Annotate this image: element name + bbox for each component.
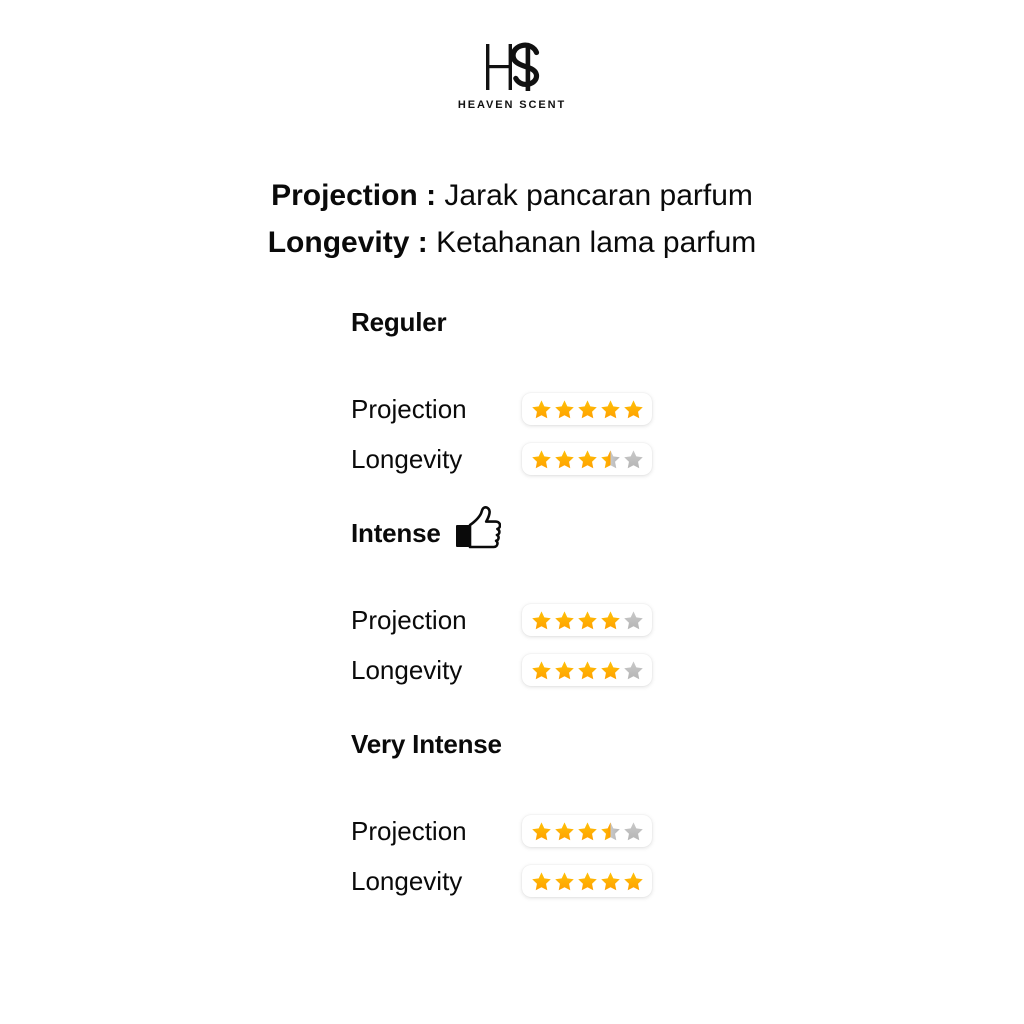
definition-description: Jarak pancaran parfum — [444, 179, 753, 212]
definition-line: Longevity : Ketahanan lama parfum — [0, 219, 1024, 266]
thumbs-up-icon — [455, 506, 501, 550]
rating-rows: Projection Longevity — [351, 604, 911, 686]
star-rating — [522, 815, 652, 847]
definitions-block: Projection : Jarak pancaran parfum Longe… — [0, 172, 1024, 266]
brand-name: HEAVEN SCENT — [457, 99, 567, 111]
rating-row: Projection — [351, 393, 911, 425]
definition-term: Longevity : — [267, 226, 428, 259]
rating-label: Projection — [351, 816, 467, 846]
rating-row: Projection — [351, 604, 911, 636]
rating-label: Longevity — [351, 866, 463, 896]
intensity-section: Intense Projection Longevity — [351, 506, 911, 686]
section-title: Very Intense — [351, 729, 502, 759]
hs-monogram-icon — [466, 42, 558, 94]
star-rating — [522, 865, 652, 897]
rating-rows: Projection Longevity — [351, 815, 911, 897]
star-rating — [522, 654, 652, 686]
rating-row: Longevity — [351, 865, 911, 897]
rating-label: Projection — [351, 605, 467, 635]
brand-header: HEAVEN SCENT — [0, 42, 1024, 111]
rating-rows: Projection Longevity — [351, 393, 911, 475]
rating-row: Projection — [351, 815, 911, 847]
section-header: Very Intense — [351, 725, 911, 763]
definition-term: Projection : — [271, 179, 437, 212]
rating-label: Longevity — [351, 444, 463, 474]
intensity-sections: Reguler Projection Longevity — [351, 303, 911, 897]
intensity-section: Very Intense Projection Longe — [351, 725, 911, 897]
section-title: Reguler — [351, 307, 447, 337]
rating-label: Longevity — [351, 655, 463, 685]
intensity-section: Reguler Projection Longevity — [351, 303, 911, 475]
definition-description: Ketahanan lama parfum — [436, 226, 757, 259]
rating-row: Longevity — [351, 443, 911, 475]
section-header: Reguler — [351, 303, 911, 341]
definition-line: Projection : Jarak pancaran parfum — [0, 172, 1024, 219]
star-rating — [522, 604, 652, 636]
star-rating — [522, 393, 652, 425]
section-title: Intense — [351, 518, 441, 548]
rating-label: Projection — [351, 394, 467, 424]
rating-row: Longevity — [351, 654, 911, 686]
star-rating — [522, 443, 652, 475]
section-header: Intense — [351, 506, 911, 552]
